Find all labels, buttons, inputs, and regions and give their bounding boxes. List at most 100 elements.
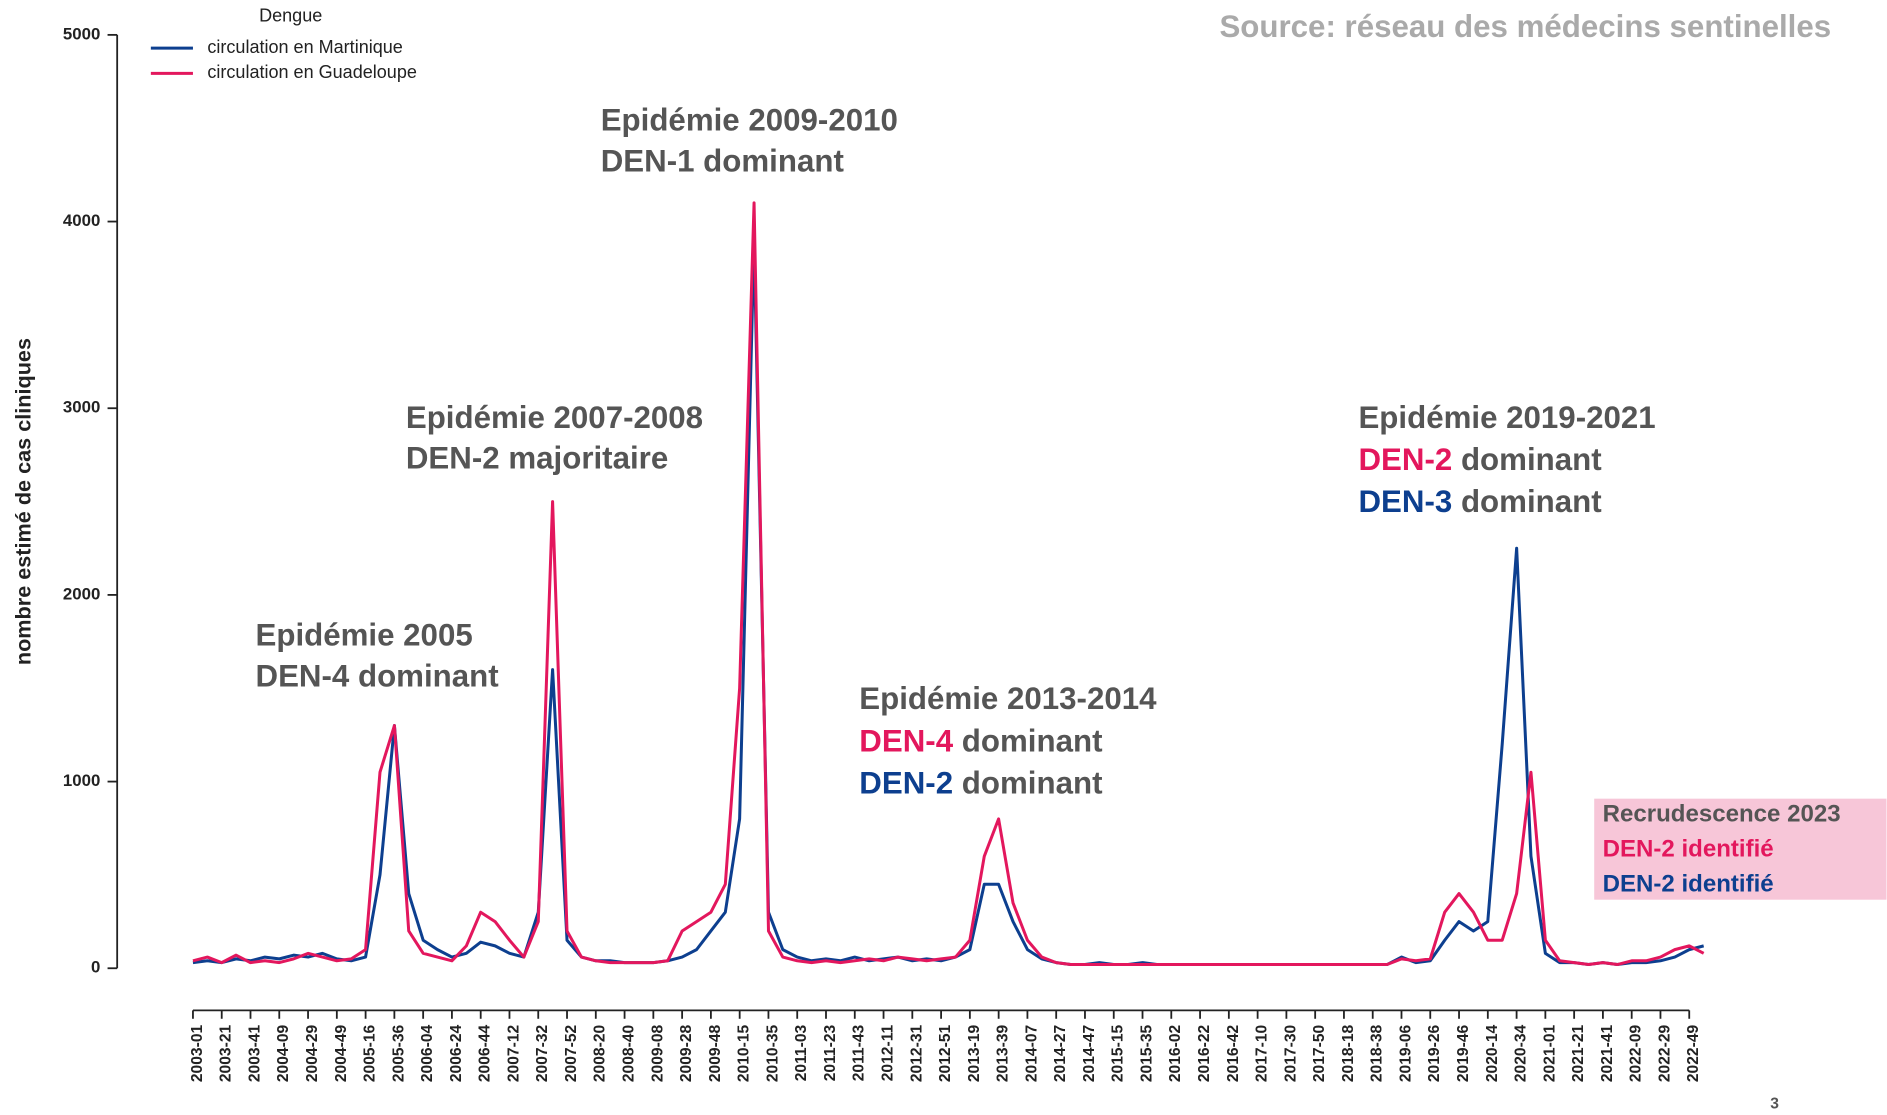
y-tick-label: 5000	[63, 24, 100, 43]
annotation-line: Epidémie 2013-2014	[859, 682, 1157, 717]
x-tick-label: 2014-47	[1081, 1025, 1098, 1082]
annotation-text: DEN-4 dominant	[255, 659, 499, 694]
annotation-line: DEN-1 dominant	[601, 144, 845, 179]
annotation-text: dominant	[1452, 484, 1602, 519]
x-tick-label: 2014-27	[1052, 1025, 1069, 1082]
annotation-text: Epidémie 2013-2014	[859, 682, 1157, 717]
annotation-text: dominant	[953, 766, 1103, 801]
x-tick-label: 2019-26	[1426, 1024, 1443, 1082]
annotation-line: DEN-3 dominant	[1358, 484, 1602, 519]
x-tick-label: 2016-22	[1196, 1024, 1213, 1082]
x-tick-label: 2020-34	[1513, 1024, 1530, 1082]
x-tick-label: 2014-07	[1023, 1025, 1040, 1082]
x-tick-label: 2021-41	[1599, 1024, 1616, 1082]
annotation-text: Recrudescence 2023	[1603, 801, 1841, 828]
y-tick-label: 1000	[63, 771, 100, 790]
annotation-text: DEN-4	[859, 724, 953, 759]
x-tick-label: 2016-02	[1167, 1024, 1184, 1082]
annotation-line: DEN-2 majoritaire	[406, 441, 668, 476]
x-tick-label: 2011-23	[822, 1024, 839, 1081]
x-tick-label: 2007-12	[505, 1024, 522, 1082]
x-tick-label: 2012-11	[879, 1024, 896, 1081]
x-tick-label: 2011-43	[851, 1024, 868, 1081]
annotation-text: Epidémie 2019-2021	[1358, 400, 1655, 435]
x-tick-label: 2006-24	[448, 1024, 465, 1082]
x-tick-label: 2004-09	[275, 1024, 292, 1082]
x-tick-label: 2017-50	[1311, 1024, 1328, 1082]
annotation-line: Epidémie 2007-2008	[406, 400, 703, 435]
x-tick-label: 2010-15	[736, 1024, 753, 1082]
annotation-text: DEN-2 identifié	[1603, 871, 1774, 898]
x-tick-label: 2010-35	[764, 1024, 781, 1082]
x-tick-label: 2011-03	[793, 1024, 810, 1081]
x-tick-label: 2006-44	[477, 1024, 494, 1082]
annotation-line: DEN-2 dominant	[1358, 442, 1602, 477]
legend-label: circulation en Guadeloupe	[207, 62, 417, 82]
y-tick-label: 3000	[63, 398, 100, 417]
x-tick-label: 2005-36	[390, 1024, 407, 1082]
x-tick-label: 2021-01	[1541, 1024, 1558, 1082]
annotation-text: Epidémie 2005	[255, 618, 472, 653]
x-tick-label: 2013-19	[966, 1024, 983, 1082]
x-tick-label: 2016-42	[1225, 1024, 1242, 1082]
x-tick-label: 2017-30	[1282, 1024, 1299, 1082]
x-tick-label: 2003-01	[189, 1024, 206, 1082]
x-tick-label: 2015-15	[1110, 1024, 1127, 1082]
annotation-box	[1594, 798, 1887, 900]
x-tick-label: 2004-49	[333, 1024, 350, 1082]
x-tick-label: 2009-08	[649, 1024, 666, 1082]
legend-title: Dengue	[259, 6, 322, 26]
page-number: 3	[1770, 1095, 1779, 1112]
x-tick-label: 2022-49	[1685, 1024, 1702, 1082]
x-tick-label: 2004-29	[304, 1024, 321, 1082]
y-tick-label: 2000	[63, 584, 100, 603]
series-line	[192, 238, 1705, 967]
annotation-text: DEN-2 majoritaire	[406, 441, 668, 476]
x-tick-label: 2017-10	[1254, 1024, 1271, 1082]
x-tick-label: 2008-20	[592, 1024, 609, 1082]
x-tick-label: 2022-29	[1656, 1024, 1673, 1082]
x-tick-label: 2007-32	[534, 1024, 551, 1082]
x-tick-label: 2006-04	[419, 1024, 436, 1082]
series-line	[192, 201, 1705, 967]
x-tick-label: 2018-38	[1369, 1024, 1386, 1082]
annotation-text: DEN-2 identifié	[1603, 836, 1774, 863]
x-tick-label: 2019-46	[1455, 1024, 1472, 1082]
annotation-text: DEN-3	[1358, 484, 1452, 519]
annotation-text: DEN-2	[859, 766, 953, 801]
annotation-text: DEN-2	[1358, 442, 1452, 477]
annotation-line: Recrudescence 2023	[1603, 801, 1841, 828]
annotation-text: dominant	[1452, 442, 1602, 477]
x-tick-label: 2019-06	[1397, 1024, 1414, 1082]
legend-label: circulation en Martinique	[207, 37, 402, 57]
x-tick-label: 2012-51	[937, 1024, 954, 1082]
annotation-line: DEN-2 identifié	[1603, 836, 1774, 863]
annotation-line: DEN-4 dominant	[859, 724, 1103, 759]
annotation-line: Epidémie 2019-2021	[1358, 400, 1655, 435]
annotation-line: DEN-2 dominant	[859, 766, 1103, 801]
x-tick-label: 2018-18	[1340, 1024, 1357, 1082]
y-tick-label: 4000	[63, 211, 100, 230]
x-tick-label: 2013-39	[995, 1024, 1012, 1082]
x-tick-label: 2003-21	[218, 1024, 235, 1082]
annotation-line: DEN-4 dominant	[255, 659, 499, 694]
annotation-text: Epidémie 2009-2010	[601, 103, 898, 138]
y-axis-label: nombre estimé de cas cliniques	[10, 338, 35, 665]
annotation-line: Epidémie 2005	[255, 618, 472, 653]
x-tick-label: 2022-09	[1628, 1024, 1645, 1082]
annotation-text: DEN-1 dominant	[601, 144, 845, 179]
annotation-line: DEN-2 identifié	[1603, 871, 1774, 898]
annotation-text: Epidémie 2007-2008	[406, 400, 703, 435]
x-tick-label: 2020-14	[1484, 1024, 1501, 1082]
x-tick-label: 2009-48	[707, 1024, 724, 1082]
x-tick-label: 2005-16	[362, 1024, 379, 1082]
x-tick-label: 2015-35	[1138, 1024, 1155, 1082]
x-tick-label: 2021-21	[1570, 1024, 1587, 1082]
x-tick-label: 2012-31	[908, 1024, 925, 1082]
x-tick-label: 2007-52	[563, 1024, 580, 1082]
annotation-text: dominant	[953, 724, 1103, 759]
annotation-line: Epidémie 2009-2010	[601, 103, 898, 138]
y-tick-label: 0	[91, 958, 100, 977]
source: Source: réseau des médecins sentinelles	[1219, 9, 1831, 44]
